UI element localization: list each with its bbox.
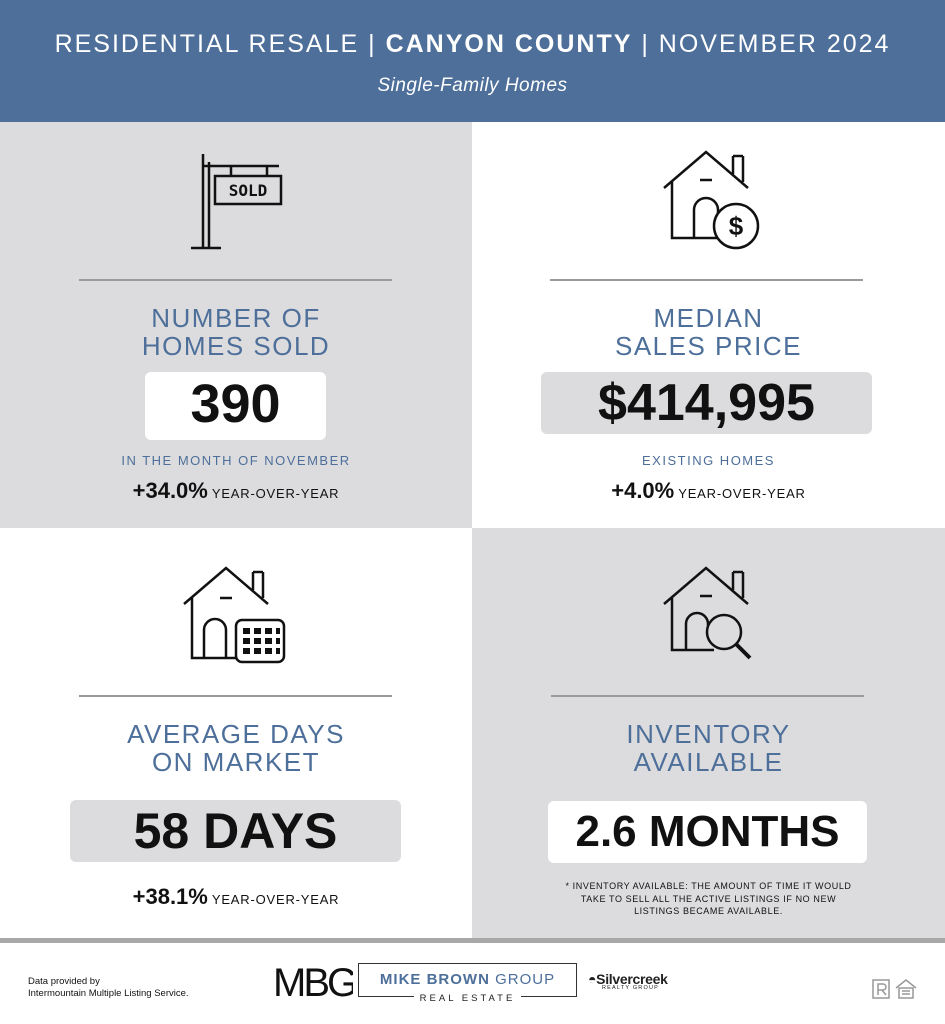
homes-sold-change: +34.0% YEAR-OVER-YEAR [132, 478, 340, 503]
homes-sold-value: 390 [145, 372, 326, 440]
days-on-market-panel: AVERAGE DAYS ON MARKET 58 DAYS +38.1% YEA… [0, 528, 472, 938]
median-price-note: EXISTING HOMES [642, 453, 775, 468]
median-price-value: $414,995 [541, 372, 872, 434]
footer-divider [0, 938, 945, 943]
inventory-panel: INVENTORY AVAILABLE 2.6 MONTHS * INVENTO… [472, 528, 945, 938]
days-on-market-change: +38.1% YEAR-OVER-YEAR [132, 884, 340, 909]
mike-brown-group-subtitle: REAL ESTATE [358, 993, 577, 1004]
homes-sold-panel: SOLD NUMBER OF HOMES SOLD 390 IN THE MON… [0, 122, 472, 528]
data-source-credit: Data provided by Intermountain Multiple … [28, 976, 189, 999]
swirl-icon: ◓ [588, 971, 597, 987]
inventory-footnote: * INVENTORY AVAILABLE: THE AMOUNT OF TIM… [565, 881, 852, 916]
homes-sold-heading: NUMBER OF HOMES SOLD [141, 303, 331, 361]
svg-text:$: $ [728, 211, 743, 241]
mbg-logo: MBG [273, 961, 353, 1000]
sold-sign-icon: SOLD [191, 154, 283, 250]
divider-rule [79, 695, 392, 697]
divider-rule [79, 279, 392, 281]
svg-text:SOLD: SOLD [229, 181, 268, 200]
homes-sold-note: IN THE MONTH OF NOVEMBER [121, 453, 351, 468]
median-price-panel: $ MEDIAN SALES PRICE $414,995 EXISTING H… [472, 122, 945, 528]
inventory-value: 2.6 MONTHS [548, 801, 867, 863]
house-magnifier-icon [662, 566, 751, 660]
header-banner: RESIDENTIAL RESALE | CANYON COUNTY | NOV… [0, 0, 945, 122]
report-subtitle: Single-Family Homes [377, 75, 568, 96]
svg-text:MBG: MBG [273, 961, 353, 1000]
report-title: RESIDENTIAL RESALE | CANYON COUNTY | NOV… [54, 30, 891, 58]
silvercreek-logo: ◓Silvercreek REALTY GROUP [588, 971, 668, 991]
days-on-market-heading: AVERAGE DAYS ON MARKET [127, 719, 345, 777]
divider-rule [550, 279, 863, 281]
days-on-market-value: 58 DAYS [70, 800, 401, 862]
divider-rule [551, 695, 864, 697]
house-dollar-icon: $ [662, 150, 759, 250]
equal-housing-icons [872, 979, 917, 999]
house-calendar-icon [183, 566, 286, 664]
mike-brown-group-logo: MIKE BROWN GROUP [358, 963, 577, 997]
median-price-heading: MEDIAN SALES PRICE [614, 303, 802, 361]
median-price-change: +4.0% YEAR-OVER-YEAR [611, 478, 806, 503]
inventory-heading: INVENTORY AVAILABLE [626, 719, 791, 777]
